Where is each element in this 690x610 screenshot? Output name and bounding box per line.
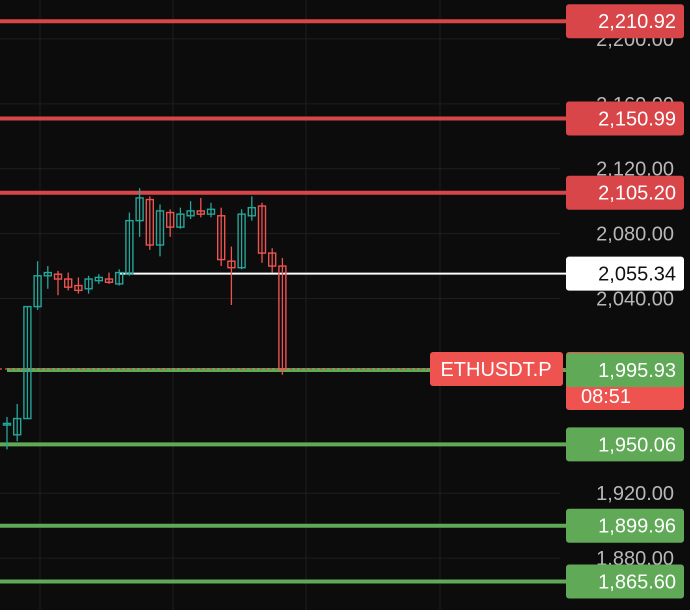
countdown-label: 08:51 [581, 386, 631, 408]
support-price-tag-bg [566, 427, 684, 462]
symbol-label: ETHUSDT.P [440, 359, 551, 381]
candle-up [23, 305, 32, 420]
y-tick-label: 2,040.00 [596, 289, 674, 311]
support-price-tag-bg [566, 353, 684, 388]
support-price-tag-label: 1,995.93 [598, 360, 676, 382]
support-price-tag-bg [566, 564, 684, 599]
resistance-price-tag: 2,105.20 [566, 175, 684, 210]
candle-up [206, 208, 216, 215]
candle-down [278, 265, 287, 370]
candle-up [114, 271, 124, 285]
resistance-price-tag-bg [566, 4, 684, 39]
reference-price-tag: 2,055.34 [566, 256, 684, 291]
support-price-tag-label: 1,899.96 [598, 516, 676, 538]
resistance-price-tag-label: 2,150.99 [598, 108, 676, 130]
candle-down [53, 273, 63, 280]
candle-up [125, 219, 134, 275]
candle-down [104, 278, 114, 283]
resistance-price-tag-bg [566, 175, 684, 210]
support-price-tag-label: 1,950.06 [598, 434, 676, 456]
candle-down [63, 278, 73, 288]
support-price-tag: 1,865.60 [566, 564, 684, 599]
candle-down [196, 210, 206, 215]
y-tick-label: 2,120.00 [596, 159, 674, 181]
candle-up [33, 275, 42, 308]
candle-down [145, 198, 155, 246]
candle-up [247, 206, 257, 217]
candle-down [227, 260, 236, 269]
support-price-tag-label: 1,865.60 [598, 571, 676, 593]
y-axis: 2,200.002,160.002,120.002,080.002,040.00… [596, 29, 674, 570]
symbol-badge: ETHUSDT.P [430, 352, 563, 387]
grid [0, 0, 560, 610]
resistance-price-tag: 2,210.92 [566, 4, 684, 39]
candle-up [94, 276, 104, 282]
resistance-price-tag-label: 2,210.92 [598, 11, 676, 33]
candle-down [74, 284, 83, 292]
resistance-price-tag-bg [566, 101, 684, 136]
candle-up [186, 210, 195, 217]
candle-up [2, 422, 12, 426]
price-tags: 2,210.922,150.992,105.202,055.341,996.55… [430, 4, 684, 599]
support-price-tag: 1,995.93 [566, 353, 684, 388]
candle-down [216, 215, 226, 261]
reference-price-tag-bg [566, 256, 684, 291]
candle-down [268, 252, 277, 267]
support-price-tag: 1,899.96 [566, 508, 684, 543]
candle-up [176, 213, 185, 228]
support-price-tag-bg [566, 508, 684, 543]
candles [2, 188, 287, 450]
y-tick-label: 1,920.00 [596, 483, 674, 505]
candle-up [12, 417, 22, 436]
candle-up [135, 197, 144, 222]
candle-up [43, 271, 52, 277]
candle-up [84, 278, 93, 290]
resistance-price-tag: 2,150.99 [566, 101, 684, 136]
candle-down [165, 211, 175, 228]
support-price-tag: 1,950.06 [566, 427, 684, 462]
y-tick-label: 2,080.00 [596, 224, 674, 246]
symbol-badge-bg [430, 352, 563, 387]
candle-up [237, 213, 246, 269]
candle-up [155, 210, 165, 246]
reference-price-tag-label: 2,055.34 [598, 264, 676, 286]
resistance-price-tag-label: 2,105.20 [598, 183, 676, 205]
candle-down [257, 205, 267, 254]
